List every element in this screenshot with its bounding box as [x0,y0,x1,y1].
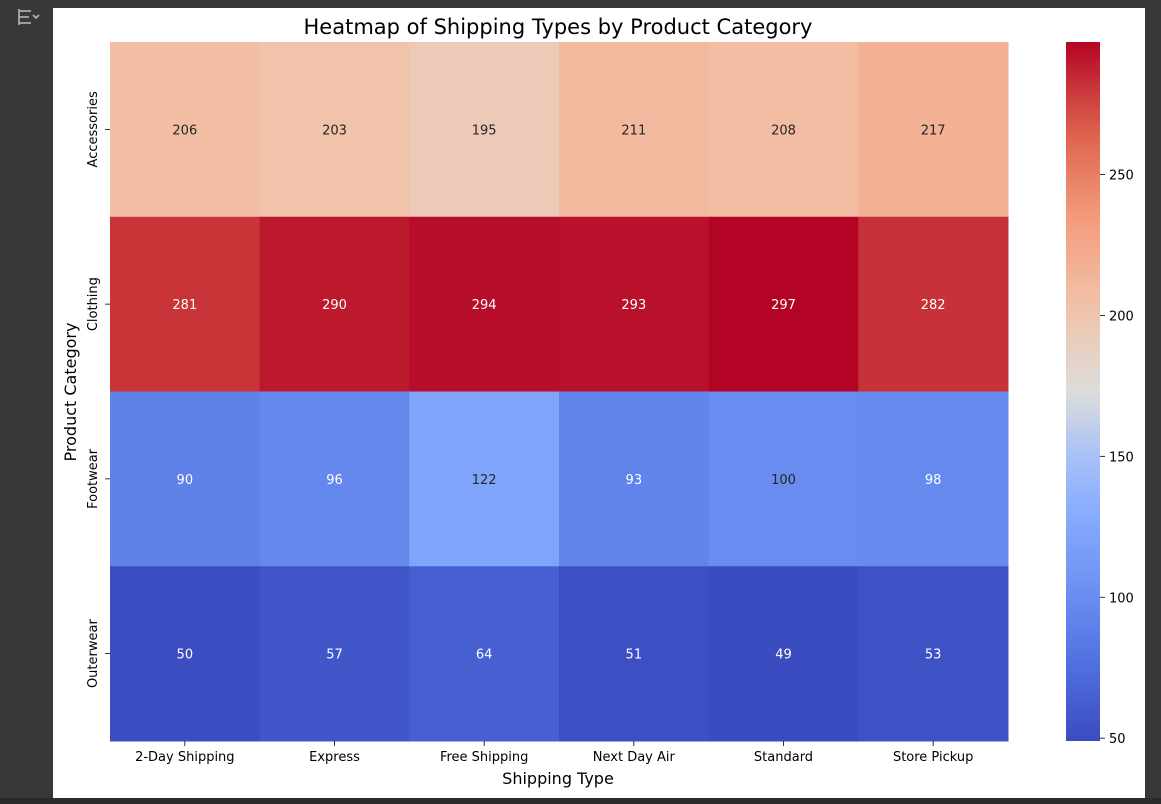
x-axis-label: Shipping Type [502,769,614,788]
heatmap-cell [110,216,261,392]
chart-title: Heatmap of Shipping Types by Product Cat… [304,15,813,39]
heatmap-cell [259,566,410,742]
cell-value-label: 51 [626,648,643,663]
bottom-strip [0,798,1161,804]
heatmap-cell [259,216,410,392]
x-tick-label: Standard [754,750,813,765]
x-axis-ticks: 2-Day Shipping Express Free Shipping Next D… [135,741,973,765]
colorbar-tick-label: 50 [1109,732,1126,747]
cell-value-label: 203 [322,123,347,138]
y-tick-label: Outerwear [86,619,101,689]
heatmap-cell [708,566,859,742]
heatmap-cell [110,566,261,742]
heatmap-cell [259,42,410,218]
cell-value-label: 290 [322,298,347,313]
y-axis-label: Product Category [61,323,80,462]
cell-value-label: 206 [172,123,197,138]
heatmap-cell [559,216,710,392]
cell-value-label: 293 [621,298,646,313]
colorbar-tick-label: 250 [1109,168,1134,183]
heatmap-cell [708,391,859,567]
heatmap-cell [409,216,560,392]
chart-figure: Heatmap of Shipping Types by Product Cat… [53,8,1145,798]
heatmap-cell [110,391,261,567]
x-tick-label: Express [309,750,360,765]
cell-value-label: 100 [771,473,796,488]
cell-value-label: 96 [326,473,343,488]
heatmap-cell [858,42,1009,218]
heatmap-cell [409,566,560,742]
heatmap-cell [409,391,560,567]
heatmap-cell [110,42,261,218]
colorbar-gradient [1066,42,1100,741]
heatmap-chart: Heatmap of Shipping Types by Product Cat… [61,15,1134,788]
heatmap-cell [858,391,1009,567]
cell-value-label: 50 [177,648,194,663]
heatmap-cell [559,391,710,567]
cell-value-label: 195 [472,123,497,138]
x-tick-label: 2-Day Shipping [135,750,234,765]
colorbar: 50 100 150 200 250 [1066,42,1134,747]
x-tick-label: Free Shipping [440,750,528,765]
y-tick-label: Clothing [86,277,101,331]
cell-value-label: 98 [925,473,942,488]
heatmap-cell [858,566,1009,742]
colorbar-tick-label: 200 [1109,309,1134,324]
heatmap-cell [708,42,859,218]
cell-value-label: 211 [621,123,646,138]
cell-value-label: 281 [172,298,197,313]
cell-value-label: 208 [771,123,796,138]
cell-value-label: 93 [626,473,643,488]
cell-value-label: 64 [476,648,493,663]
heatmap-cell [559,42,710,218]
collapse-output-icon[interactable] [16,6,40,28]
y-tick-label: Footwear [86,448,101,509]
cell-value-label: 282 [921,298,946,313]
y-axis-ticks: Accessories Clothing Footwear Outerwear [86,91,110,688]
cell-value-label: 49 [775,648,792,663]
heatmap-cell [409,42,560,218]
cell-value-label: 297 [771,298,796,313]
cell-value-label: 53 [925,648,942,663]
x-tick-label: Next Day Air [593,750,676,765]
notebook-gutter [0,0,53,804]
cell-value-label: 217 [921,123,946,138]
heatmap-cell [559,566,710,742]
x-tick-label: Store Pickup [893,750,973,765]
heatmap-cell [858,216,1009,392]
cell-value-label: 294 [472,298,497,313]
colorbar-tick-label: 150 [1109,450,1134,465]
cell-value-label: 122 [472,473,497,488]
heatmap-cells: 206 203 195 211 208 217 281 290 294 293 297 282 90 96… [110,42,1009,742]
cell-value-label: 57 [326,648,343,663]
cell-value-label: 90 [177,473,194,488]
colorbar-tick-label: 100 [1109,591,1134,606]
heatmap-cell [708,216,859,392]
heatmap-cell [259,391,410,567]
y-tick-label: Accessories [86,91,101,167]
